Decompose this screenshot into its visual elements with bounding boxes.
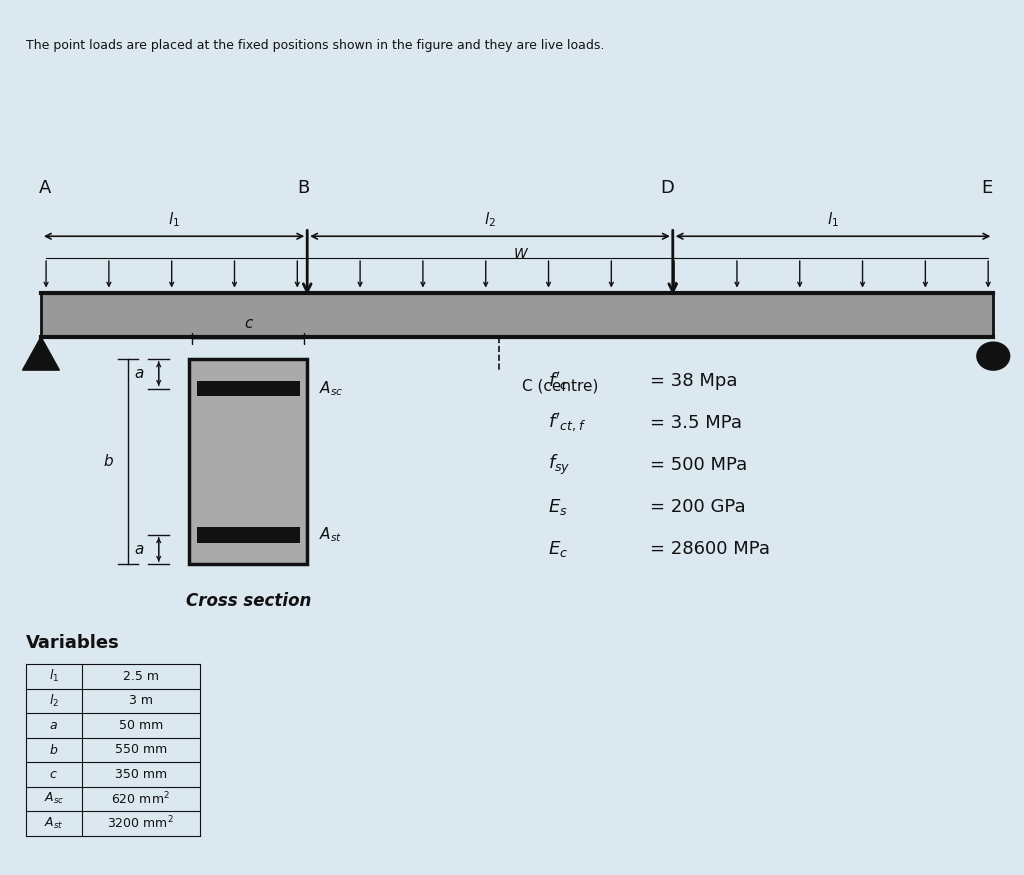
Text: 550 mm: 550 mm xyxy=(115,744,167,756)
Text: $f_{sy}$: $f_{sy}$ xyxy=(548,452,570,477)
Polygon shape xyxy=(23,337,59,370)
Bar xyxy=(197,381,300,396)
Text: B: B xyxy=(297,178,309,197)
Text: 2.5 m: 2.5 m xyxy=(123,670,159,682)
Bar xyxy=(197,527,300,542)
Text: $A_{sc}$: $A_{sc}$ xyxy=(44,791,63,807)
Circle shape xyxy=(977,342,1010,370)
Text: Variables: Variables xyxy=(26,634,120,652)
Text: 50 mm: 50 mm xyxy=(119,719,163,732)
Text: 3200 mm$^2$: 3200 mm$^2$ xyxy=(108,816,174,831)
Text: $E_s$: $E_s$ xyxy=(548,497,567,516)
Text: $A_{st}$: $A_{st}$ xyxy=(319,525,343,544)
Text: = 3.5 MPa: = 3.5 MPa xyxy=(650,414,742,431)
Text: b: b xyxy=(103,454,113,469)
Text: = 28600 MPa: = 28600 MPa xyxy=(650,540,770,557)
Text: = 200 GPa: = 200 GPa xyxy=(650,498,745,515)
Text: $A_{st}$: $A_{st}$ xyxy=(44,816,63,831)
Text: D: D xyxy=(660,178,675,197)
Text: $l_1$: $l_1$ xyxy=(827,211,839,229)
Text: c: c xyxy=(244,316,253,331)
Text: The point loads are placed at the fixed positions shown in the figure and they a: The point loads are placed at the fixed … xyxy=(26,39,604,52)
Bar xyxy=(41,293,993,337)
Text: 620 mm$^2$: 620 mm$^2$ xyxy=(112,791,170,807)
Text: $f'_{ct,f}$: $f'_{ct,f}$ xyxy=(548,411,586,434)
Text: $l_2$: $l_2$ xyxy=(49,693,58,709)
Text: = 38 Mpa: = 38 Mpa xyxy=(650,372,737,389)
Text: $b$: $b$ xyxy=(49,743,58,757)
Bar xyxy=(189,359,307,564)
Text: $E_c$: $E_c$ xyxy=(548,539,568,558)
Text: = 500 MPa: = 500 MPa xyxy=(650,456,748,473)
Text: A: A xyxy=(39,178,51,197)
Text: $A_{sc}$: $A_{sc}$ xyxy=(319,379,344,398)
Text: Cross section: Cross section xyxy=(185,592,311,611)
Text: 3 m: 3 m xyxy=(129,695,153,707)
Text: $c$: $c$ xyxy=(49,768,58,780)
Text: a: a xyxy=(134,366,143,382)
Text: W: W xyxy=(514,247,527,261)
Text: E: E xyxy=(981,178,992,197)
Text: a: a xyxy=(134,542,143,557)
Text: 350 mm: 350 mm xyxy=(115,768,167,780)
Text: $f'_c$: $f'_c$ xyxy=(548,369,568,392)
Text: $l_2$: $l_2$ xyxy=(484,211,496,229)
Text: $l_1$: $l_1$ xyxy=(168,211,180,229)
Text: $l_1$: $l_1$ xyxy=(49,668,58,684)
Text: C (centre): C (centre) xyxy=(522,379,599,394)
Text: $a$: $a$ xyxy=(49,719,58,732)
